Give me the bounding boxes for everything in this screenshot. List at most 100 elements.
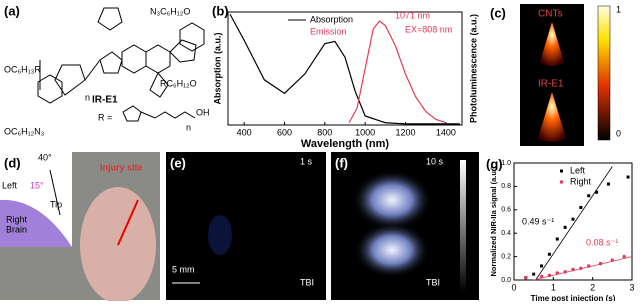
cnt-signal xyxy=(540,22,564,66)
panel-label: (g) xyxy=(486,156,503,171)
group-label: RC₆H₁₂O xyxy=(160,78,197,88)
schematic-label: Brain xyxy=(6,224,27,234)
colorbar-label: 1 xyxy=(470,157,475,167)
point xyxy=(579,266,583,270)
ring xyxy=(179,22,205,52)
image-c-panel: (c) CNTs IR-E1 1 0 xyxy=(490,4,621,146)
point xyxy=(598,261,603,266)
ring xyxy=(99,51,123,74)
scale-label: 5 mm xyxy=(172,264,195,274)
panel-label: (c) xyxy=(490,5,506,20)
bond xyxy=(84,59,101,81)
y-tick-label: 0.6 xyxy=(501,207,511,214)
legend-swatch xyxy=(559,180,564,184)
chain xyxy=(140,111,196,119)
point xyxy=(571,267,575,272)
tip-label: Tip xyxy=(50,199,62,209)
plot-frame xyxy=(227,11,463,126)
plot-frame xyxy=(513,162,633,281)
r-definition: R = xyxy=(98,112,112,122)
y-axis-label: Absorption (a.u.) xyxy=(212,33,222,105)
arrow xyxy=(117,199,139,246)
panel-label: (f) xyxy=(335,155,348,170)
y-tick-label: 0.2 xyxy=(501,253,511,260)
x-tick-label: 400 xyxy=(237,127,252,137)
structure-panel: (a) OC₆H₁₃R OC₆H₁₂N₃ N₃C₆H₁₂O RC₆H₁₂O n … xyxy=(4,3,210,136)
point xyxy=(547,273,552,278)
colorbar-label: 0 xyxy=(470,283,475,293)
panel-label: (b) xyxy=(212,3,229,18)
x-tick-label: 1200 xyxy=(396,127,416,137)
point xyxy=(539,274,544,279)
y-tick-label: 0.0 xyxy=(501,277,511,284)
point xyxy=(610,258,615,262)
legend-label: Absorption xyxy=(310,14,353,24)
y-tick-label: 1.0 xyxy=(501,160,511,167)
x-tick-label: 1 xyxy=(551,282,556,292)
legend-swatch xyxy=(560,169,563,173)
colorbar-label: 1 xyxy=(616,4,621,14)
ring xyxy=(54,64,86,96)
point xyxy=(579,205,583,209)
group-label: OC₆H₁₂N₃ xyxy=(4,126,45,136)
group-label: N₃C₆H₁₂O xyxy=(150,6,190,16)
panel-label: (d) xyxy=(4,155,21,170)
image xyxy=(166,152,326,300)
image-f-panel: (f) 10 s TBI 1 0 xyxy=(331,152,479,300)
annotation: 0.49 s⁻¹ xyxy=(522,216,554,226)
ring xyxy=(149,72,169,98)
time-label: 10 s xyxy=(426,156,444,166)
y2-axis-label: Photoluminescence (a.u.) xyxy=(468,14,478,123)
x-tick-label: 800 xyxy=(317,127,332,137)
ring xyxy=(122,105,142,122)
point xyxy=(540,264,544,268)
photo-d-panel: (d) Left Right Brain 40° 15° Tip Injury … xyxy=(0,152,160,303)
tag-label: TBI xyxy=(300,277,314,287)
angle-label: 40° xyxy=(38,152,52,162)
probe xyxy=(49,169,61,216)
point xyxy=(587,194,591,198)
point xyxy=(571,217,575,221)
fit-line xyxy=(535,166,613,281)
y-tick-label: 0.4 xyxy=(501,230,511,237)
ring xyxy=(121,44,147,74)
legend-label: Right xyxy=(570,176,592,186)
point xyxy=(606,182,610,186)
site-label: Injury site xyxy=(100,162,143,172)
annotation: EX=808 nm xyxy=(405,24,452,34)
ring xyxy=(97,7,123,31)
colorbar-label: 0 xyxy=(616,128,621,138)
ring xyxy=(145,44,171,74)
signal xyxy=(354,222,430,278)
repeat-n: n xyxy=(85,92,90,102)
ring xyxy=(37,74,63,104)
y-axis-label: Normalized NIR-IIa signal (a.u.) xyxy=(489,166,498,277)
legend-label: Emission xyxy=(310,26,347,36)
point xyxy=(622,254,626,259)
schematic-label: Right xyxy=(6,214,28,224)
oh-label: OH xyxy=(196,107,210,117)
legend-label: Left xyxy=(570,165,586,175)
x-axis-label: Time post injection (s) xyxy=(531,294,616,301)
colorbar xyxy=(460,160,466,292)
point xyxy=(587,264,591,268)
x-tick-label: 1000 xyxy=(355,127,375,137)
x-tick-label: 0 xyxy=(511,282,516,292)
image-e-panel: (e) 1 s 5 mm TBI xyxy=(166,152,326,300)
y-tick-label: 0.8 xyxy=(501,183,511,190)
annotation: 0.08 s⁻¹ xyxy=(586,237,618,247)
angle-label: 15° xyxy=(30,180,44,190)
point xyxy=(626,175,630,179)
x-tick-label: 1400 xyxy=(436,127,456,137)
colorbar xyxy=(597,5,611,141)
brain-region xyxy=(0,199,72,247)
tag-label: TBI xyxy=(426,277,440,287)
point xyxy=(595,190,599,194)
point xyxy=(563,270,567,274)
ir-e1-signal xyxy=(538,92,566,142)
image-label: IR-E1 xyxy=(538,79,564,90)
point xyxy=(555,271,559,275)
signal xyxy=(352,170,432,230)
